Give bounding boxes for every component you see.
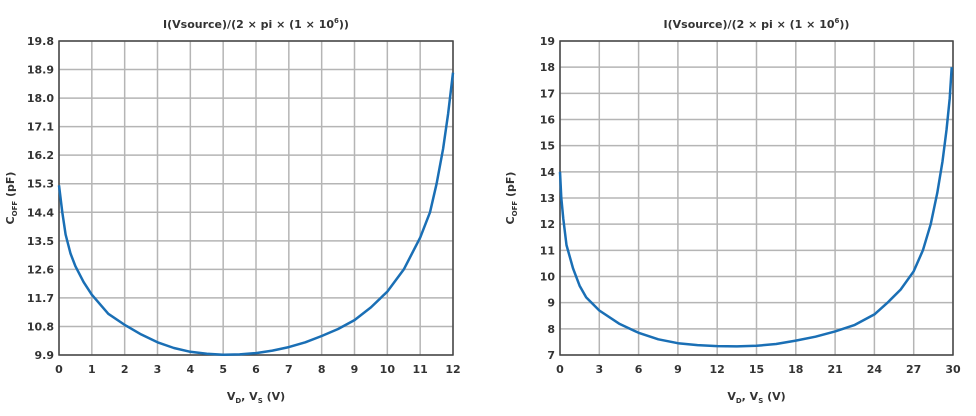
y-tick-label: 15.3 (27, 178, 54, 191)
x-tick-label: 6 (252, 363, 260, 376)
y-tick-label: 18 (540, 61, 555, 74)
x-tick-label: 4 (187, 363, 195, 376)
x-tick-label: 9 (674, 363, 682, 376)
x-tick-label: 3 (154, 363, 162, 376)
y-tick-label: 18.0 (27, 92, 54, 105)
y-tick-label: 19.8 (27, 35, 54, 48)
y-tick-label: 10 (540, 271, 556, 284)
x-tick-label: 0 (556, 363, 564, 376)
y-tick-label: 11.7 (27, 292, 54, 305)
y-tick-label: 16 (540, 114, 556, 127)
chart-1: 0 1 2 3 4 5 6 7 8 9 10 11 129.910.811.712.613.514.41… (4, 17, 461, 405)
x-tick-label: 2 (121, 363, 129, 376)
y-tick-label: 11 (540, 244, 555, 257)
y-tick-label: 14.4 (27, 206, 54, 219)
y-axis-label: COFF (pF) (4, 172, 19, 225)
x-tick-label: 1 (88, 363, 96, 376)
y-tick-label: 10.8 (27, 320, 54, 333)
x-tick-label: 7 (285, 363, 293, 376)
chart-2: 0 3 6 9 12 15 18 21 24 27 30 7 8 9 10 11 12 13 14 15 16 17 18 1… (504, 17, 961, 405)
x-tick-label: 3 (595, 363, 603, 376)
x-tick-label: 11 (413, 363, 428, 376)
plot-frame (559, 40, 954, 356)
x-tick-label: 27 (906, 363, 921, 376)
x-tick-label: 6 (635, 363, 643, 376)
y-tick-label: 9.9 (35, 349, 55, 362)
x-tick-label: 18 (788, 363, 803, 376)
y-tick-label: 15 (540, 140, 555, 153)
y-axis-label: COFF (pF) (504, 172, 519, 225)
y-tick-label: 12 (540, 218, 555, 231)
y-tick-label: 7 (547, 349, 555, 362)
plot-frame (58, 40, 454, 356)
x-axis-label: VD, VS (V) (227, 390, 285, 405)
x-tick-label: 12 (445, 363, 460, 376)
x-tick-label: 30 (945, 363, 961, 376)
x-tick-label: 8 (318, 363, 326, 376)
x-tick-label: 15 (749, 363, 764, 376)
y-tick-label: 14 (540, 166, 556, 179)
y-tick-label: 8 (547, 323, 555, 336)
chart-title: I(Vsource)/(2 × pi × (1 × 106)) (664, 17, 850, 31)
y-tick-label: 16.2 (27, 149, 54, 162)
x-axis-label: VD, VS (V) (727, 390, 785, 405)
x-tick-label: 9 (351, 363, 359, 376)
x-tick-label: 12 (710, 363, 725, 376)
y-tick-label: 12.6 (27, 263, 54, 276)
y-tick-label: 19 (540, 35, 555, 48)
x-tick-label: 21 (827, 363, 842, 376)
data-series-line (558, 67, 953, 348)
y-tick-label: 17 (540, 87, 555, 100)
x-tick-label: 0 (55, 363, 63, 376)
y-tick-label: 9 (547, 297, 555, 310)
x-tick-label: 5 (219, 363, 227, 376)
x-tick-label: 24 (867, 363, 883, 376)
y-tick-label: 13.5 (27, 235, 54, 248)
y-tick-label: 17.1 (27, 121, 54, 134)
x-tick-label: 10 (380, 363, 396, 376)
y-tick-label: 18.9 (27, 64, 54, 77)
data-series-line (57, 72, 455, 356)
chart-title: I(Vsource)/(2 × pi × (1 × 106)) (163, 17, 349, 31)
y-tick-label: 13 (540, 192, 555, 205)
